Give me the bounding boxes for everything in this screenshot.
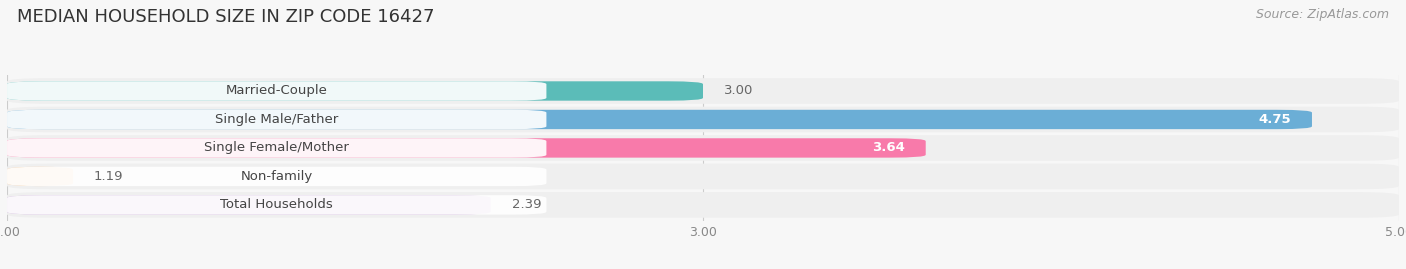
Text: 3.00: 3.00 (724, 84, 754, 97)
Text: 2.39: 2.39 (512, 199, 541, 211)
FancyBboxPatch shape (7, 138, 547, 158)
Text: Married-Couple: Married-Couple (226, 84, 328, 97)
FancyBboxPatch shape (7, 192, 1399, 218)
FancyBboxPatch shape (7, 107, 1399, 132)
FancyBboxPatch shape (7, 110, 547, 129)
FancyBboxPatch shape (7, 78, 1399, 104)
Text: MEDIAN HOUSEHOLD SIZE IN ZIP CODE 16427: MEDIAN HOUSEHOLD SIZE IN ZIP CODE 16427 (17, 8, 434, 26)
FancyBboxPatch shape (7, 195, 547, 215)
Text: Single Male/Father: Single Male/Father (215, 113, 339, 126)
Text: 3.64: 3.64 (872, 141, 905, 154)
FancyBboxPatch shape (7, 167, 547, 186)
Text: Single Female/Mother: Single Female/Mother (204, 141, 349, 154)
FancyBboxPatch shape (7, 138, 925, 158)
FancyBboxPatch shape (7, 81, 547, 101)
FancyBboxPatch shape (7, 81, 703, 101)
Text: 4.75: 4.75 (1258, 113, 1291, 126)
FancyBboxPatch shape (7, 195, 491, 215)
Text: Source: ZipAtlas.com: Source: ZipAtlas.com (1256, 8, 1389, 21)
FancyBboxPatch shape (7, 164, 1399, 189)
Text: Non-family: Non-family (240, 170, 314, 183)
FancyBboxPatch shape (7, 135, 1399, 161)
FancyBboxPatch shape (7, 167, 73, 186)
Text: 1.19: 1.19 (94, 170, 124, 183)
Text: Total Households: Total Households (221, 199, 333, 211)
FancyBboxPatch shape (7, 110, 1312, 129)
